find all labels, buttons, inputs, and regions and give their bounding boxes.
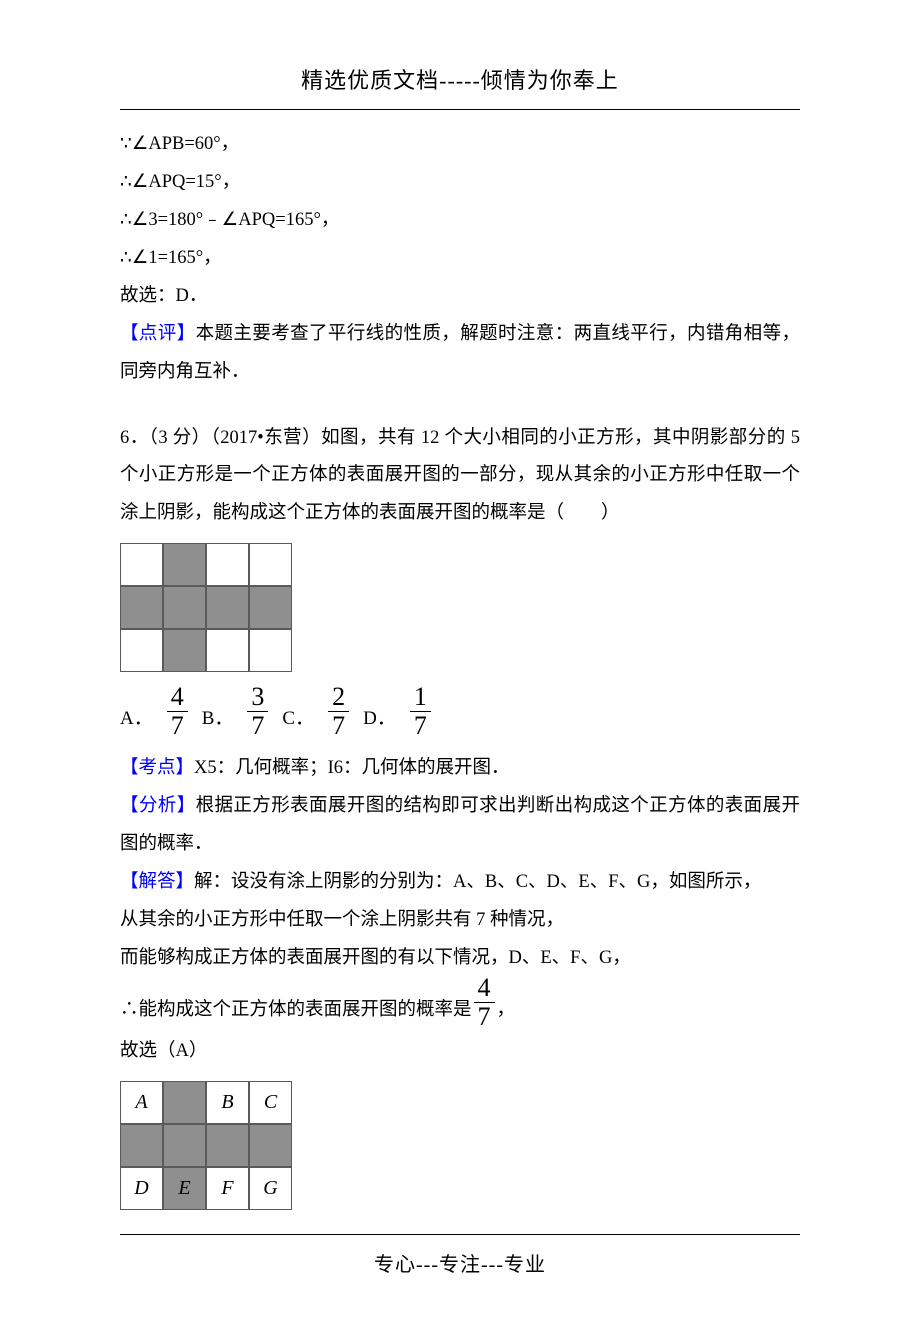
choice-a-label: A． — [120, 700, 153, 742]
answer-fraction: 4 7 — [474, 974, 495, 1030]
frac-den: 7 — [167, 711, 188, 739]
comment-line: 【点评】本题主要考查了平行线的性质，解题时注意：两直线平行，内错角相等，同旁内角… — [120, 316, 800, 392]
line-answer-d: 故选：D． — [120, 278, 800, 316]
fig2-cell: B — [206, 1081, 249, 1124]
choices-row: A． 4 7 B． 3 7 C． 2 7 D． 1 7 — [120, 686, 800, 742]
frac-den: 7 — [474, 1002, 495, 1030]
fig2-cell: A — [120, 1081, 163, 1124]
jieda-line-1: 【解答】解：设没有涂上阴影的分别为：A、B、C、D、E、F、G，如图所示， — [120, 864, 800, 902]
line-angle3: ∴∠3=180°﹣∠APQ=165°， — [120, 202, 800, 240]
page: 精选优质文档-----倾情为你奉上 ∵∠APB=60°， ∴∠APQ=15°， … — [0, 0, 920, 1326]
fenxi-body: 根据正方形表面展开图的结构即可求出判断出构成这个正方体的表面展开图的概率． — [120, 796, 800, 854]
fenxi-label: 【分析】 — [120, 796, 196, 816]
frac-num: 2 — [328, 683, 349, 710]
fig1-cell — [206, 586, 249, 629]
fig2-cell: G — [249, 1167, 292, 1210]
line-angle1: ∴∠1=165°， — [120, 240, 800, 278]
fig2-cell: F — [206, 1167, 249, 1210]
fig1-cell — [206, 629, 249, 672]
choice-b-fraction: 3 7 — [247, 683, 268, 739]
jieda-line-4-pre: ∴能构成这个正方体的表面展开图的概率是 — [120, 992, 472, 1033]
figure-grid-2: A B C D E F G — [120, 1081, 292, 1210]
frac-den: 7 — [247, 711, 268, 739]
fig1-cell — [120, 629, 163, 672]
fig1-cell — [163, 586, 206, 629]
fenxi-line: 【分析】根据正方形表面展开图的结构即可求出判断出构成这个正方体的表面展开图的概率… — [120, 788, 800, 864]
jieda-label: 【解答】 — [120, 872, 194, 892]
fig1-cell — [249, 543, 292, 586]
jieda-line-5: 故选（A） — [120, 1033, 800, 1071]
figure-grid-1 — [120, 543, 292, 672]
fig1-cell — [163, 543, 206, 586]
choice-c-fraction: 2 7 — [328, 683, 349, 739]
fig2-cell: E — [163, 1167, 206, 1210]
fig2-cell — [163, 1124, 206, 1167]
comment-body: 本题主要考查了平行线的性质，解题时注意：两直线平行，内错角相等，同旁内角互补． — [120, 324, 800, 382]
comment-label: 【点评】 — [120, 324, 196, 344]
fig1-cell — [120, 586, 163, 629]
jieda-line-3: 而能够构成正方体的表面展开图的有以下情况，D、E、F、G， — [120, 940, 800, 978]
fig2-cell — [163, 1081, 206, 1124]
fig2-cell — [249, 1124, 292, 1167]
page-footer: 专心---专注---专业 — [120, 1245, 800, 1286]
kaodian-body: X5：几何概率；I6：几何体的展开图． — [194, 758, 510, 778]
choice-d-label: D． — [363, 700, 396, 742]
fig2-cell — [120, 1124, 163, 1167]
header-rule — [120, 109, 800, 110]
fig1-cell — [249, 629, 292, 672]
jieda-line-4-post: ， — [497, 992, 516, 1033]
fig1-cell — [163, 629, 206, 672]
line-apq: ∴∠APQ=15°， — [120, 164, 800, 202]
frac-den: 7 — [328, 711, 349, 739]
fig2-cell: D — [120, 1167, 163, 1210]
fig2-cell — [206, 1124, 249, 1167]
jieda-line-2: 从其余的小正方形中任取一个涂上阴影共有 7 种情况， — [120, 902, 800, 940]
choice-a-fraction: 4 7 — [167, 683, 188, 739]
choice-d-fraction: 1 7 — [410, 683, 431, 739]
fig1-cell — [120, 543, 163, 586]
frac-den: 7 — [410, 711, 431, 739]
question-6: 6．（3 分）（2017•东营）如图，共有 12 个大小相同的小正方形，其中阴影… — [120, 420, 800, 534]
fig1-cell — [206, 543, 249, 586]
kaodian-label: 【考点】 — [120, 758, 194, 778]
footer-rule — [120, 1234, 800, 1235]
frac-num: 4 — [167, 683, 188, 710]
page-header: 精选优质文档-----倾情为你奉上 — [120, 58, 800, 103]
jieda-line-4: ∴能构成这个正方体的表面展开图的概率是 4 7 ， — [120, 977, 800, 1033]
choice-b-label: B． — [202, 700, 234, 742]
frac-num: 3 — [247, 683, 268, 710]
kaodian-line: 【考点】X5：几何概率；I6：几何体的展开图． — [120, 750, 800, 788]
jieda-body: 解：设没有涂上阴影的分别为：A、B、C、D、E、F、G，如图所示， — [194, 872, 761, 892]
frac-num: 4 — [474, 974, 495, 1001]
frac-num: 1 — [410, 683, 431, 710]
line-apb: ∵∠APB=60°， — [120, 126, 800, 164]
fig2-cell: C — [249, 1081, 292, 1124]
fig1-cell — [249, 586, 292, 629]
choice-c-label: C． — [282, 700, 314, 742]
